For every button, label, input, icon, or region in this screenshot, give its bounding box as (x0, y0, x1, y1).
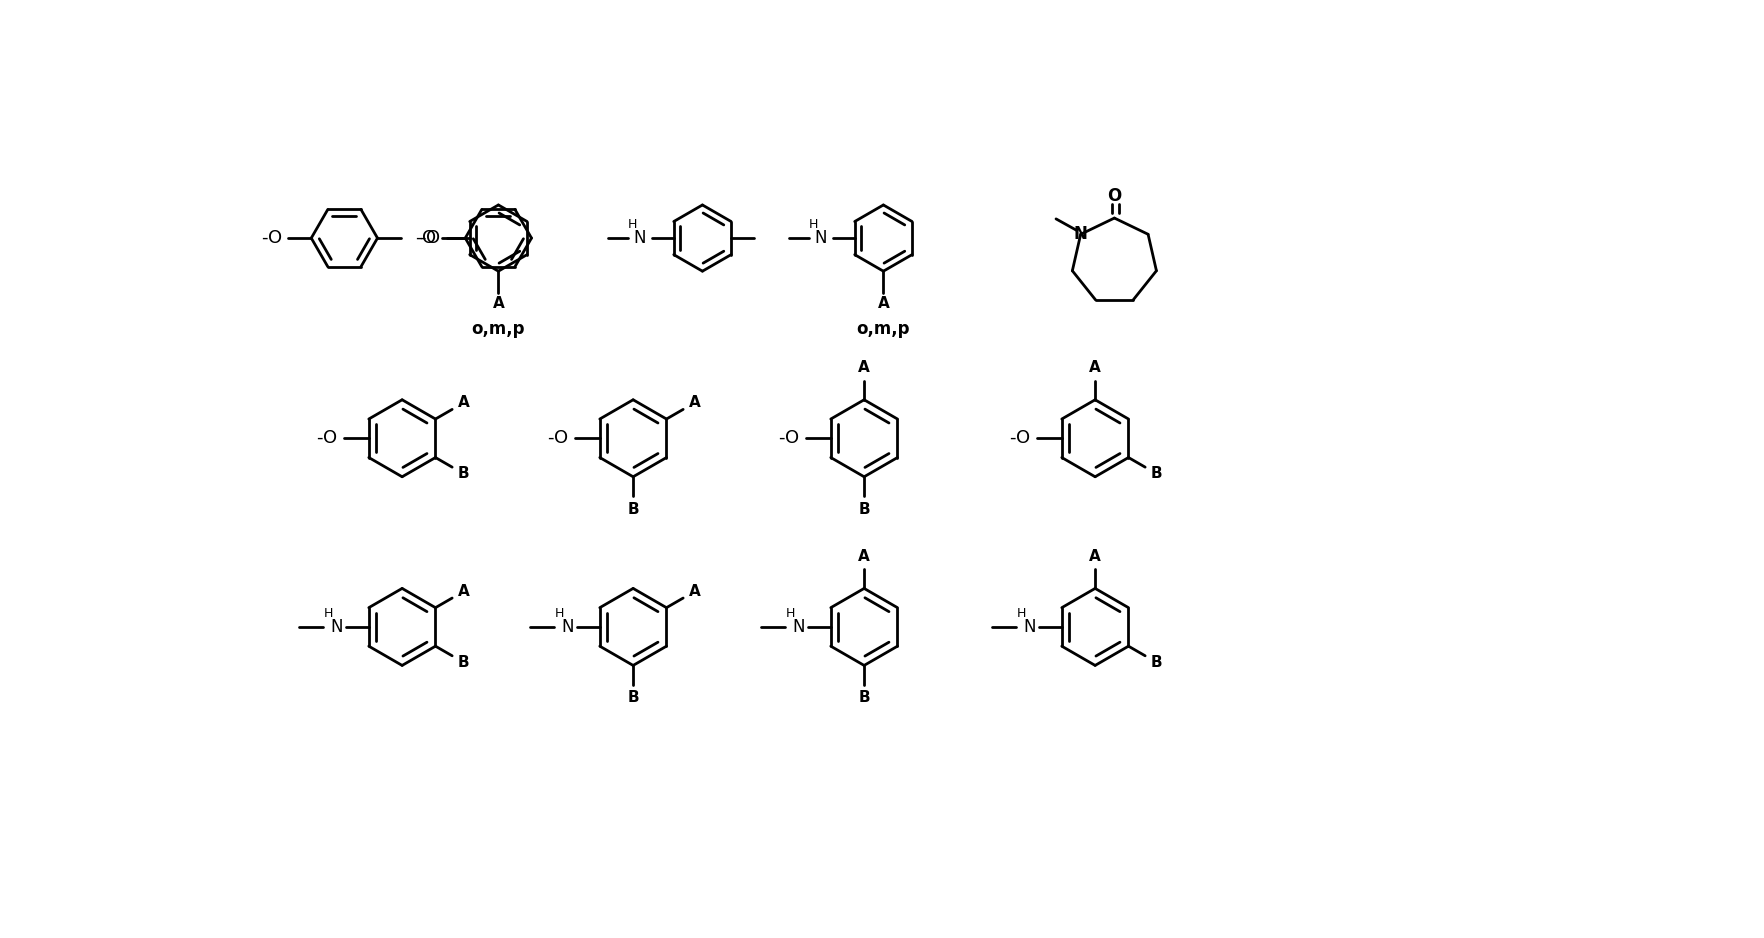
Text: -O: -O (1009, 430, 1030, 447)
Text: -O: -O (547, 430, 568, 447)
Text: N: N (1023, 618, 1035, 636)
Text: N: N (330, 618, 342, 636)
Text: N: N (633, 229, 646, 247)
Text: -O: -O (316, 430, 337, 447)
Text: A: A (688, 584, 700, 599)
Text: N: N (792, 618, 804, 636)
Text: B: B (626, 502, 639, 517)
Text: H: H (808, 219, 817, 232)
Text: B: B (626, 690, 639, 705)
Text: -O: -O (418, 229, 439, 247)
Text: -O: -O (415, 229, 436, 247)
Text: O: O (1106, 188, 1120, 205)
Text: N: N (1073, 225, 1087, 243)
Text: H: H (628, 219, 637, 232)
Text: B: B (857, 690, 870, 705)
Text: H: H (554, 607, 564, 620)
Text: A: A (457, 584, 469, 599)
Text: H: H (325, 607, 333, 620)
Text: o,m,p: o,m,p (856, 320, 910, 338)
Text: A: A (492, 296, 505, 311)
Text: B: B (457, 466, 469, 481)
Text: A: A (457, 395, 469, 410)
Text: B: B (457, 655, 469, 670)
Text: H: H (1016, 607, 1027, 620)
Text: B: B (1150, 466, 1162, 481)
Text: B: B (857, 502, 870, 517)
Text: -O: -O (261, 229, 282, 247)
Text: A: A (857, 549, 870, 564)
Text: N: N (815, 229, 827, 247)
Text: A: A (688, 395, 700, 410)
Text: A: A (1088, 360, 1101, 375)
Text: o,m,p: o,m,p (471, 320, 526, 338)
Text: N: N (561, 618, 573, 636)
Text: A: A (857, 360, 870, 375)
Text: B: B (1150, 655, 1162, 670)
Text: H: H (785, 607, 796, 620)
Text: A: A (877, 296, 889, 311)
Text: A: A (1088, 549, 1101, 564)
Text: -O: -O (778, 430, 799, 447)
